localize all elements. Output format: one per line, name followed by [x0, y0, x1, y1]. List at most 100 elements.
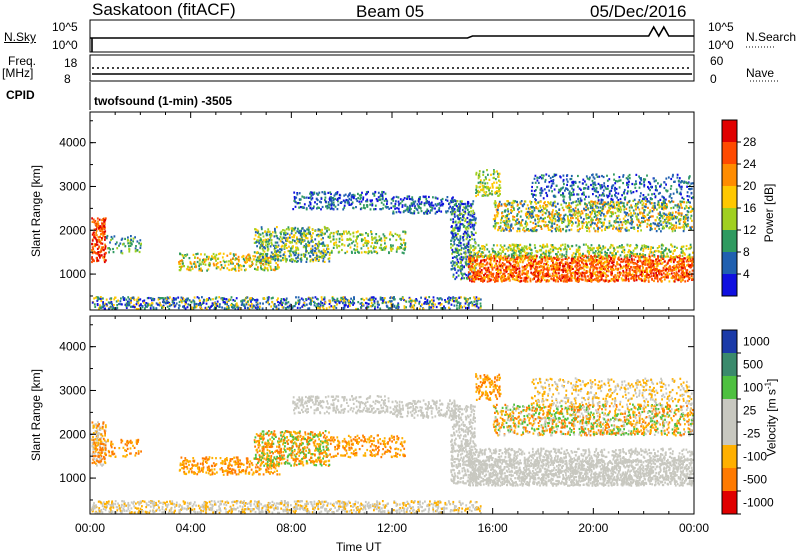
range-cell — [612, 201, 615, 204]
range-cell — [586, 266, 589, 269]
range-cell — [229, 252, 232, 255]
range-cell — [574, 255, 577, 258]
range-cell — [681, 226, 684, 229]
range-cell — [628, 206, 631, 209]
range-cell — [544, 245, 547, 248]
range-cell — [254, 231, 257, 234]
range-cell — [128, 250, 131, 253]
range-cell — [322, 260, 325, 263]
range-cell — [627, 265, 630, 268]
range-cell — [293, 196, 296, 199]
range-cell — [563, 201, 566, 204]
range-cell — [575, 204, 578, 207]
range-cell — [357, 235, 359, 238]
range-cell — [689, 264, 692, 267]
range-cell — [437, 202, 439, 206]
range-cell — [255, 268, 258, 271]
range-cell — [463, 225, 466, 228]
range-cell — [226, 254, 229, 257]
range-cell — [198, 259, 201, 262]
range-cell — [473, 256, 475, 260]
range-cell — [552, 279, 555, 282]
range-cell — [516, 230, 519, 233]
range-cell — [592, 251, 595, 254]
range-cell — [535, 275, 537, 278]
range-cell — [562, 275, 565, 278]
range-cell — [583, 273, 586, 276]
range-cell — [471, 258, 474, 261]
range-cell — [283, 251, 286, 254]
range-cell — [380, 244, 383, 247]
range-cell — [551, 278, 554, 281]
range-cell — [642, 249, 645, 252]
range-cell — [521, 271, 524, 274]
range-cell — [652, 263, 655, 266]
range-cell — [459, 200, 462, 203]
range-cell — [533, 207, 536, 210]
range-cell — [665, 247, 668, 250]
range-cell — [533, 229, 535, 232]
range-cell — [628, 209, 631, 212]
range-cell — [483, 279, 485, 282]
range-cell — [669, 212, 672, 215]
range-cell — [572, 216, 574, 220]
range-cell — [646, 222, 649, 225]
range-cell — [627, 251, 630, 254]
range-cell — [457, 265, 460, 268]
range-cell — [397, 196, 400, 199]
range-cell — [529, 268, 532, 271]
range-cell — [210, 258, 212, 261]
range-cell — [459, 257, 461, 260]
range-cell — [604, 201, 607, 204]
range-cell — [645, 273, 648, 276]
range-cell — [479, 267, 481, 270]
range-cell — [499, 256, 502, 259]
range-cell — [355, 198, 358, 201]
date-title: 05/Dec/2016 — [590, 2, 687, 21]
range-cell — [492, 251, 494, 254]
range-cell — [451, 232, 453, 235]
range-cell — [612, 268, 615, 271]
range-cell — [518, 271, 521, 275]
range-cell — [577, 257, 579, 261]
range-cell — [330, 192, 332, 196]
range-cell — [542, 269, 545, 272]
range-cell — [656, 262, 658, 265]
range-cell — [234, 258, 237, 261]
range-cell — [631, 268, 634, 271]
range-cell — [483, 256, 485, 259]
range-cell — [622, 246, 625, 249]
range-cell — [679, 262, 682, 265]
range-cell — [466, 208, 469, 211]
range-cell — [512, 199, 515, 203]
range-cell — [262, 239, 265, 242]
range-cell — [452, 251, 454, 254]
range-cell — [281, 237, 284, 240]
range-cell — [624, 254, 627, 257]
range-cell — [467, 234, 470, 237]
range-cell — [601, 229, 603, 232]
range-cell — [486, 280, 489, 283]
range-cell — [290, 254, 292, 257]
range-cell — [607, 280, 610, 283]
range-cell — [661, 261, 664, 264]
range-cell — [565, 250, 568, 253]
range-cell — [642, 202, 645, 205]
range-cell — [672, 261, 675, 264]
range-cell — [613, 250, 615, 253]
range-cell — [255, 260, 258, 263]
range-cell — [320, 250, 323, 253]
range-cell — [651, 277, 653, 281]
range-cell — [604, 252, 607, 255]
range-cell — [321, 228, 323, 231]
range-cell — [677, 260, 680, 263]
range-cell — [260, 264, 262, 267]
range-cell — [247, 259, 250, 262]
range-cell — [234, 253, 237, 256]
range-cell — [544, 272, 547, 276]
range-cell — [599, 268, 602, 271]
range-cell — [458, 239, 461, 242]
range-cell — [560, 260, 563, 263]
range-cell — [599, 254, 602, 257]
